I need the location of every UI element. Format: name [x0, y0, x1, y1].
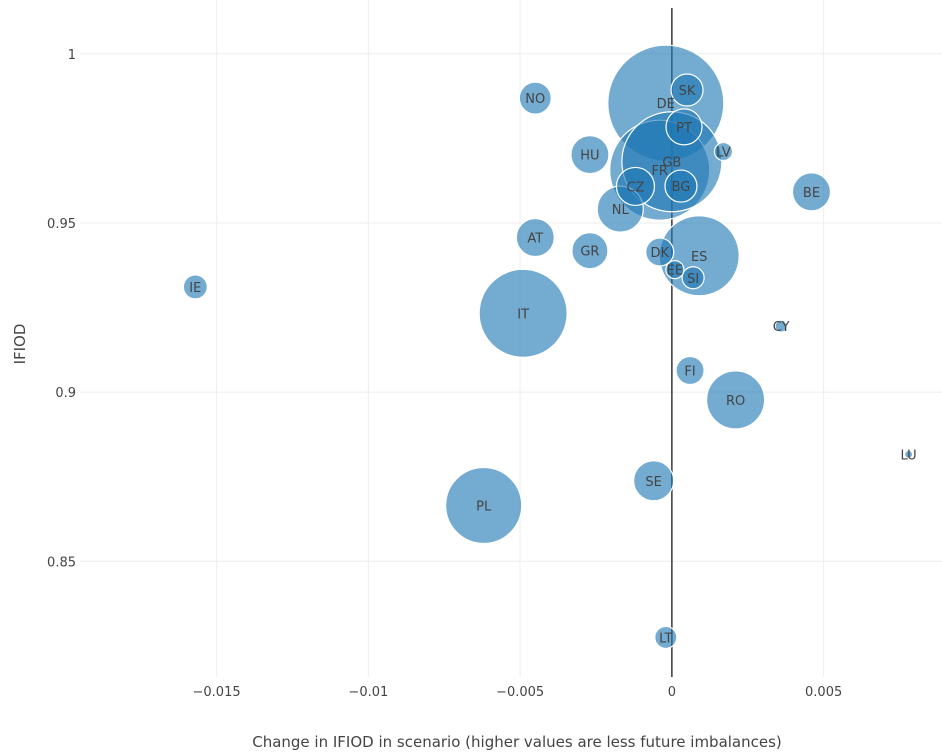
tick-labels: −0.015 −0.01 −0.005 0 0.005 0.85 0.9 0.95 1	[47, 48, 842, 700]
bubble-label-cz: CZ	[626, 180, 644, 195]
bubble-label-dk: DK	[650, 246, 669, 261]
bubble-layer	[182, 44, 914, 650]
bubble-label-lt: LT	[659, 631, 672, 646]
bubble-label-cy: CY	[773, 320, 790, 335]
bubble-label-de: DE	[657, 97, 675, 112]
x-tick-label: 0	[668, 685, 676, 700]
bubble-label-hu: HU	[580, 149, 599, 164]
bubble-si	[681, 266, 705, 290]
bubble-dk	[645, 237, 675, 267]
bubble-ie	[182, 274, 208, 300]
y-tick-label: 0.85	[47, 555, 76, 570]
bubble-hu	[570, 135, 610, 175]
bubble-label-ee: EE	[667, 264, 683, 279]
bubble-label-pl: PL	[476, 499, 492, 514]
bubble-lu	[904, 449, 914, 459]
x-tick-label: 0.005	[805, 685, 842, 700]
bubble-label-es: ES	[691, 250, 707, 265]
x-tick-label: −0.005	[496, 685, 544, 700]
bubble-sk	[670, 73, 704, 107]
bubble-label-nl: NL	[612, 203, 630, 218]
bubble-gr	[571, 232, 609, 270]
bubble-pl	[445, 466, 523, 545]
bubble-be	[791, 172, 832, 212]
bubble-label-ro: RO	[726, 394, 745, 409]
bubble-ro	[706, 370, 766, 430]
bubble-label-pt: PT	[676, 121, 692, 136]
bubble-bg	[664, 169, 698, 203]
x-tick-label: −0.015	[193, 685, 241, 700]
bubble-cy	[774, 319, 788, 333]
x-axis-title: Change in IFIOD in scenario (higher valu…	[252, 733, 782, 751]
bubble-label-it: IT	[517, 307, 529, 322]
y-tick-label: 0.95	[47, 217, 76, 232]
bubble-se	[633, 460, 675, 502]
bubble-label-ie: IE	[189, 281, 201, 296]
bubble-label-gb: GB	[662, 156, 681, 171]
bubble-cz	[615, 166, 656, 207]
bubble-it	[478, 268, 568, 358]
bubble-label-sk: SK	[679, 84, 696, 99]
bubble-label-at: AT	[527, 232, 543, 247]
bubble-label-gr: GR	[580, 245, 599, 260]
bubble-at	[515, 217, 555, 258]
bubble-label-no: NO	[525, 92, 545, 107]
y-tick-label: 1	[68, 48, 76, 63]
y-tick-label: 0.9	[55, 386, 76, 401]
bubble-label-fr: FR	[651, 164, 668, 179]
bubble-label-se: SE	[645, 475, 661, 490]
bubble-no	[518, 81, 552, 115]
bubble-lt	[654, 625, 678, 650]
bubble-label-fi: FI	[684, 364, 695, 379]
x-tick-label: −0.01	[348, 685, 388, 700]
bubble-fi	[675, 355, 705, 386]
grid	[80, 0, 942, 677]
bubble-lv	[713, 141, 734, 162]
bubble-pt	[665, 108, 703, 146]
bubble-label-lv: LV	[716, 146, 731, 161]
bubble-ee	[665, 260, 685, 280]
bubble-label-be: BE	[803, 186, 820, 201]
bubble-label-si: SI	[687, 272, 699, 287]
bubble-label-lu: LU	[901, 448, 917, 463]
bubble-label-bg: BG	[672, 180, 691, 195]
y-axis-title: IFIOD	[11, 324, 29, 365]
